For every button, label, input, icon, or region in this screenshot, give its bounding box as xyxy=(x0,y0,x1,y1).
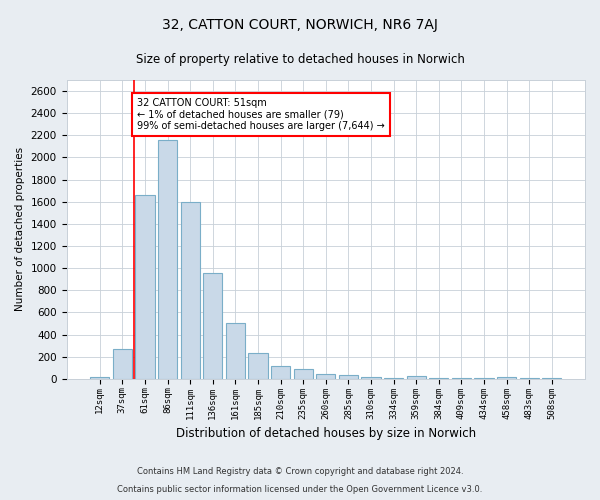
Y-axis label: Number of detached properties: Number of detached properties xyxy=(15,148,25,312)
Bar xyxy=(475,378,494,379)
Bar xyxy=(181,202,200,379)
Text: Contains HM Land Registry data © Crown copyright and database right 2024.: Contains HM Land Registry data © Crown c… xyxy=(137,467,463,476)
Bar xyxy=(429,378,448,379)
Bar xyxy=(452,378,471,379)
Bar xyxy=(497,376,516,379)
Text: Size of property relative to detached houses in Norwich: Size of property relative to detached ho… xyxy=(136,52,464,66)
Bar xyxy=(248,353,268,379)
Bar xyxy=(520,378,539,379)
Bar xyxy=(113,349,132,379)
Bar xyxy=(226,324,245,379)
Text: Contains public sector information licensed under the Open Government Licence v3: Contains public sector information licen… xyxy=(118,485,482,494)
Bar xyxy=(203,272,223,379)
Bar xyxy=(361,376,380,379)
Bar xyxy=(407,376,426,379)
Bar xyxy=(339,375,358,379)
Bar xyxy=(271,366,290,379)
Bar xyxy=(90,376,109,379)
Bar xyxy=(136,195,155,379)
Bar xyxy=(158,140,177,379)
Bar xyxy=(293,369,313,379)
Bar xyxy=(542,378,562,379)
Bar xyxy=(316,374,335,379)
Text: 32 CATTON COURT: 51sqm
← 1% of detached houses are smaller (79)
99% of semi-deta: 32 CATTON COURT: 51sqm ← 1% of detached … xyxy=(137,98,385,131)
X-axis label: Distribution of detached houses by size in Norwich: Distribution of detached houses by size … xyxy=(176,427,476,440)
Bar xyxy=(384,378,403,379)
Text: 32, CATTON COURT, NORWICH, NR6 7AJ: 32, CATTON COURT, NORWICH, NR6 7AJ xyxy=(162,18,438,32)
